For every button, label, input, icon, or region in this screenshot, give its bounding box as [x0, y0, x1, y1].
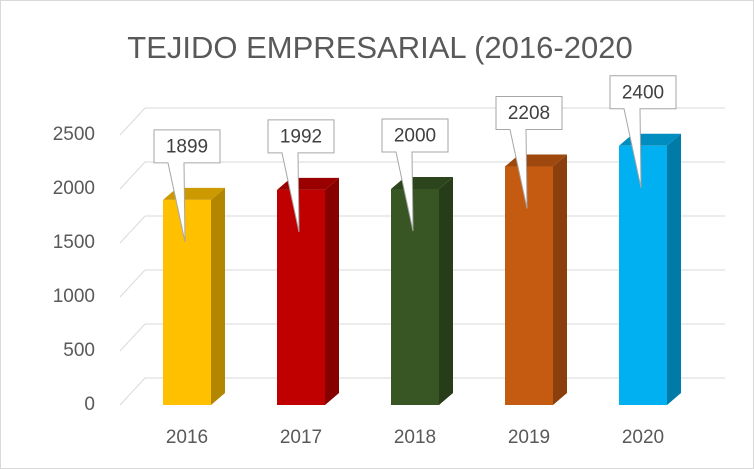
x-tick-label: 2016 — [166, 427, 208, 448]
callout — [609, 75, 677, 188]
bar — [163, 199, 211, 405]
callout — [381, 118, 449, 232]
x-tick-label: 2017 — [280, 427, 322, 448]
data-label: 1992 — [280, 126, 322, 147]
grid-side — [119, 377, 146, 406]
y-tick-label: 1000 — [53, 286, 95, 307]
callout — [153, 129, 221, 243]
x-tick-label: 2019 — [508, 427, 550, 448]
y-tick-label: 2500 — [53, 124, 95, 145]
chart-title: TEJIDO EMPRESARIAL (2016-2020 — [127, 30, 632, 65]
grid-side — [119, 161, 146, 190]
grid-side — [119, 269, 146, 298]
y-tick-label: 500 — [63, 340, 95, 361]
callout — [495, 96, 563, 209]
bar — [505, 166, 553, 405]
y-tick-label: 2000 — [53, 178, 95, 199]
callout — [267, 119, 335, 232]
bar-side — [553, 154, 567, 405]
grid-side — [119, 323, 146, 352]
bar-side — [325, 177, 339, 405]
grid-side — [119, 107, 146, 136]
bar-side — [211, 187, 225, 405]
data-label: 2208 — [508, 103, 550, 124]
x-tick-label: 2018 — [394, 427, 436, 448]
data-label: 2400 — [622, 82, 664, 103]
bar-side — [439, 177, 453, 405]
bar-side — [667, 133, 681, 406]
grid-side — [119, 215, 146, 244]
y-tick-label: 1500 — [53, 232, 95, 253]
bar — [277, 189, 325, 405]
bar — [619, 145, 667, 406]
bar — [391, 189, 439, 405]
x-tick-label: 2020 — [622, 427, 664, 448]
data-label: 1899 — [166, 136, 208, 157]
y-tick-label: 0 — [84, 394, 95, 415]
data-label: 2000 — [394, 126, 436, 147]
